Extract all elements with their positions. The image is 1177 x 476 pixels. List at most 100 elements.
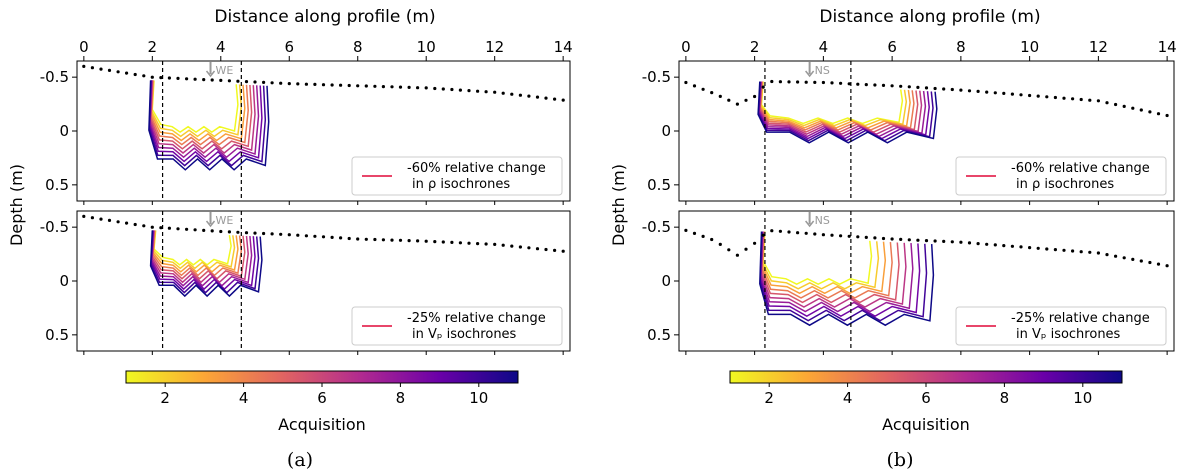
panel-a-caption: (a)	[287, 449, 313, 471]
surface-point	[424, 239, 428, 243]
x-tick-label: 14	[554, 38, 573, 56]
surface-point	[1148, 260, 1152, 265]
isochrone-line	[149, 230, 263, 298]
surface-point	[553, 97, 557, 101]
surface-point	[804, 231, 808, 235]
surface-point	[364, 237, 368, 241]
surface-point	[262, 231, 266, 236]
surface-point	[907, 85, 911, 89]
colorbar-tick-label: 2	[160, 389, 170, 407]
surface-point	[710, 237, 714, 242]
surface-point	[219, 229, 223, 234]
surface-point	[390, 238, 394, 242]
surface-point	[727, 98, 731, 102]
isochrone-line	[757, 81, 938, 144]
arrow-head	[205, 70, 216, 78]
y-tick-label: -0.5	[40, 218, 69, 236]
y-tick-label: 0	[59, 122, 69, 140]
isochrone-line	[150, 80, 253, 150]
surface-point	[1010, 244, 1015, 248]
surface-point	[976, 242, 980, 246]
x-tick-label: 12	[485, 38, 504, 56]
surface-point	[133, 222, 137, 227]
surface-point	[244, 231, 249, 235]
legend-box	[955, 156, 1167, 196]
isochrone-line	[760, 231, 914, 313]
x-tick-label: 0	[79, 38, 89, 56]
y-tick-label: -0.5	[40, 68, 69, 86]
surface-point	[90, 66, 94, 70]
surface-point	[150, 225, 154, 229]
surface-point	[942, 239, 946, 243]
surface-point	[1045, 95, 1049, 99]
surface-point	[735, 253, 740, 257]
surface-point	[718, 242, 722, 246]
surface-point	[553, 248, 557, 252]
surface-point	[356, 84, 360, 88]
colorbar-tick-label: 8	[396, 389, 406, 407]
surface-point	[1088, 98, 1092, 102]
surface-point	[125, 221, 129, 225]
legend-line-2: in Vₚ isochrones	[412, 327, 517, 342]
isochrone-line	[150, 80, 249, 146]
surface-point	[142, 74, 146, 78]
surface-point	[193, 77, 197, 81]
surface-point	[236, 79, 240, 83]
arrow-label: NS	[815, 64, 830, 77]
surface-point	[1088, 250, 1092, 254]
surface-point	[458, 241, 462, 245]
arrow-head	[205, 220, 216, 228]
surface-point	[356, 237, 360, 241]
isochrone-line	[759, 81, 919, 133]
legend-line-1: -60% relative change	[1011, 161, 1150, 176]
colorbar-tick-label: 8	[1000, 389, 1010, 407]
surface-point	[735, 102, 740, 106]
y-tick-label: 0.5	[45, 176, 69, 194]
surface-point	[99, 217, 103, 221]
surface-point	[787, 80, 791, 84]
isochrone-line	[152, 230, 243, 277]
surface-point	[476, 89, 480, 93]
surface-point	[1045, 247, 1049, 251]
surface-point	[701, 234, 705, 238]
surface-point	[873, 236, 877, 240]
surface-point	[1036, 246, 1040, 250]
surface-point	[701, 87, 705, 91]
isochrone-line	[760, 81, 904, 125]
surface-point	[761, 85, 765, 89]
surface-point	[347, 83, 351, 88]
surface-point	[881, 83, 886, 87]
surface-point	[1122, 256, 1126, 260]
surface-point	[193, 228, 197, 232]
surface-point	[433, 240, 437, 244]
panel-a-colorbar-label: Acquisition	[278, 415, 366, 434]
surface-point	[950, 240, 954, 244]
surface-point	[950, 87, 954, 92]
surface-point	[185, 77, 189, 81]
surface-point	[942, 87, 946, 91]
surface-point	[744, 98, 748, 102]
surface-point	[304, 82, 308, 86]
colorbar-tick-label: 6	[317, 389, 327, 407]
panel-a-top-xlabel: Distance along profile (m)	[214, 7, 435, 27]
surface-point	[176, 76, 180, 80]
surface-point	[82, 214, 86, 218]
surface-point	[441, 240, 445, 244]
surface-point	[744, 247, 748, 251]
surface-point	[493, 242, 497, 246]
surface-point	[1165, 264, 1169, 268]
isochrone-line	[149, 80, 260, 159]
surface-point	[959, 88, 963, 92]
surface-point	[1071, 97, 1075, 101]
colorbar-tick-label: 10	[469, 389, 488, 407]
surface-point	[1096, 99, 1100, 103]
surface-point	[1079, 97, 1083, 102]
surface-point	[787, 230, 791, 234]
surface-point	[907, 238, 911, 242]
surface-point	[1071, 249, 1075, 253]
isochrone-line	[151, 80, 243, 138]
y-tick-label: 0	[59, 272, 69, 290]
surface-point	[796, 80, 800, 84]
colorbar-tick-label: 4	[239, 389, 249, 407]
